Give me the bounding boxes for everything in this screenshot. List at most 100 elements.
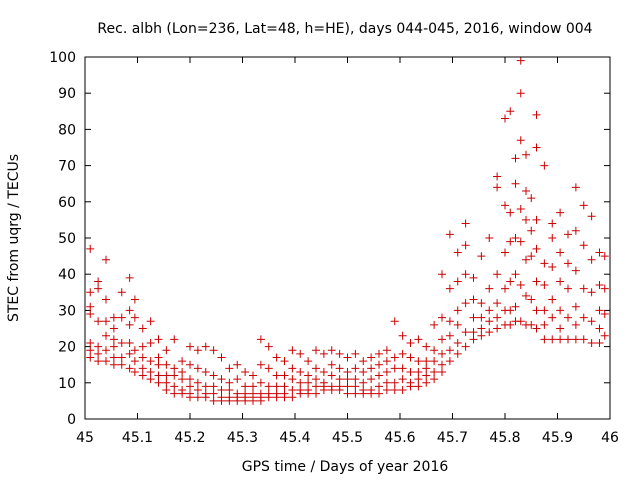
data-point xyxy=(548,219,557,228)
y-tick-label: 80 xyxy=(58,122,76,138)
data-point xyxy=(595,281,604,290)
data-point xyxy=(125,273,134,282)
data-point xyxy=(522,291,530,300)
data-point xyxy=(319,367,328,376)
data-point xyxy=(477,331,486,340)
data-point xyxy=(485,234,494,242)
data-point xyxy=(304,378,313,387)
data-point xyxy=(280,357,289,366)
data-point xyxy=(154,335,163,344)
data-point xyxy=(587,338,596,347)
data-point xyxy=(453,277,462,286)
data-point xyxy=(343,353,352,362)
data-point xyxy=(94,342,103,351)
x-tick-label: 45.3 xyxy=(227,430,258,446)
data-point xyxy=(438,313,446,322)
data-point xyxy=(564,259,572,268)
data-point xyxy=(506,277,515,286)
data-point xyxy=(527,320,536,329)
data-point xyxy=(86,346,95,355)
data-point xyxy=(343,389,352,398)
data-point xyxy=(453,338,462,347)
data-point xyxy=(511,154,520,163)
data-point xyxy=(556,306,565,315)
data-point xyxy=(327,371,336,380)
data-point xyxy=(351,382,360,391)
data-point xyxy=(540,161,549,170)
data-point xyxy=(288,386,297,395)
data-point xyxy=(398,386,407,395)
data-point xyxy=(548,234,557,242)
data-point xyxy=(102,357,110,366)
data-point xyxy=(193,378,202,387)
data-point xyxy=(146,317,155,326)
data-point xyxy=(117,338,126,347)
data-point xyxy=(453,320,462,329)
data-point xyxy=(225,396,234,405)
data-point xyxy=(117,313,126,322)
data-point xyxy=(335,364,344,373)
data-point xyxy=(532,215,541,224)
data-point xyxy=(109,313,118,322)
data-point xyxy=(241,396,250,405)
data-point xyxy=(296,367,305,376)
data-point xyxy=(264,364,273,373)
x-tick-label: 45.6 xyxy=(384,430,415,446)
data-point xyxy=(367,353,376,362)
data-point xyxy=(125,364,134,373)
data-point xyxy=(241,367,250,376)
data-point xyxy=(382,386,391,395)
y-tick-label: 0 xyxy=(67,412,76,428)
data-point xyxy=(225,386,234,395)
data-point xyxy=(109,360,118,369)
data-point xyxy=(422,357,431,366)
data-point xyxy=(556,324,565,333)
data-point xyxy=(351,389,360,398)
data-point xyxy=(327,360,336,369)
data-point xyxy=(527,295,536,304)
data-point xyxy=(233,360,242,369)
data-point xyxy=(445,346,454,355)
data-point xyxy=(249,371,257,380)
data-point xyxy=(445,331,454,340)
data-point xyxy=(359,389,368,398)
data-point xyxy=(587,317,596,326)
data-point xyxy=(516,281,525,290)
data-point xyxy=(532,110,541,119)
data-point xyxy=(335,386,344,395)
data-point xyxy=(343,382,352,391)
data-point xyxy=(493,270,502,279)
data-point xyxy=(556,248,565,257)
data-point xyxy=(117,353,126,362)
data-point xyxy=(367,389,376,398)
data-point xyxy=(430,320,439,329)
data-point xyxy=(201,382,210,391)
x-tick-label: 45.5 xyxy=(332,430,363,446)
data-point xyxy=(86,288,95,297)
data-point xyxy=(280,393,289,402)
data-point xyxy=(272,371,281,380)
data-point xyxy=(390,386,399,395)
data-point xyxy=(102,255,110,264)
data-point xyxy=(485,317,494,326)
data-point xyxy=(256,396,265,405)
data-point xyxy=(304,357,313,366)
data-point xyxy=(398,364,407,373)
data-point xyxy=(501,284,509,293)
data-point xyxy=(375,389,383,398)
data-point xyxy=(109,353,118,362)
data-point xyxy=(469,335,478,344)
data-point xyxy=(170,371,179,380)
data-point xyxy=(516,237,525,246)
data-point xyxy=(587,288,596,297)
data-point xyxy=(138,364,147,373)
y-tick-label: 100 xyxy=(49,50,76,66)
data-point xyxy=(516,317,525,326)
data-point xyxy=(564,230,572,239)
data-point xyxy=(600,331,609,340)
data-point xyxy=(201,367,210,376)
data-point xyxy=(249,396,257,405)
data-point xyxy=(86,338,95,347)
axis-ticks: 45 45.1 45.2 45.3 45.4 45.5 45.6 45.7 45.8 45.9 46… xyxy=(49,50,619,446)
data-point xyxy=(453,349,462,358)
